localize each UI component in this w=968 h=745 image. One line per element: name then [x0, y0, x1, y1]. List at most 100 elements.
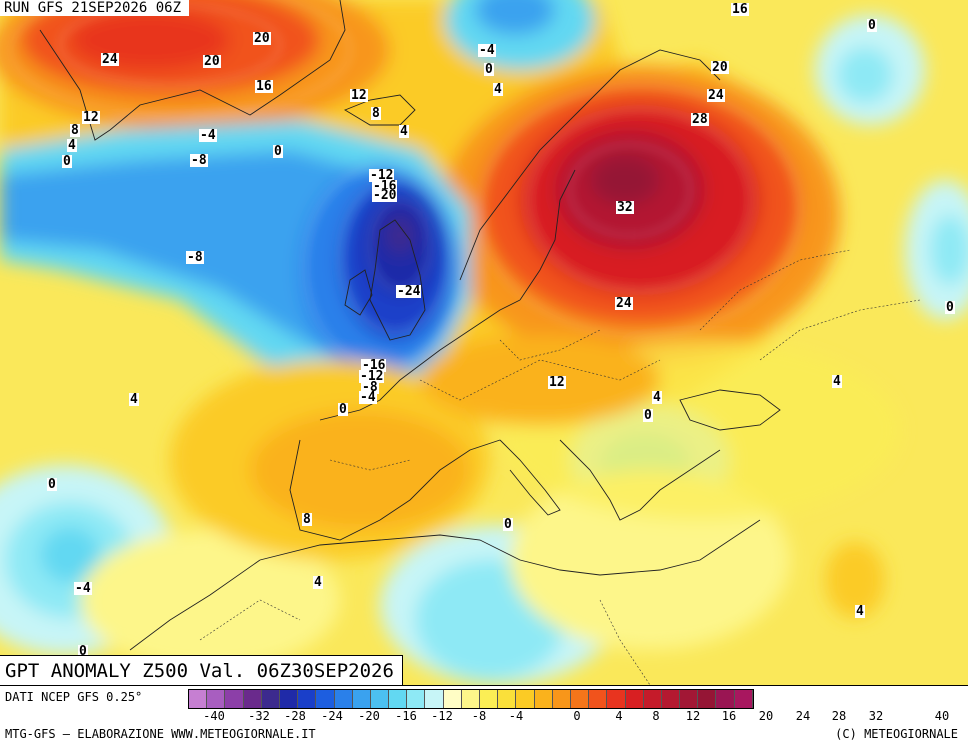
label-4-atlantic: 4 — [129, 392, 139, 407]
colorbar-tick-label: -32 — [248, 709, 270, 723]
colorbar-swatch — [370, 690, 390, 708]
label-24-barents: 24 — [707, 88, 725, 103]
label-4-morocco: 4 — [313, 575, 323, 590]
colorbar-tick-label: 4 — [615, 709, 623, 723]
label-4-balkans: 4 — [652, 390, 662, 405]
label-8-iberia: 8 — [302, 512, 312, 527]
colorbar-swatch — [298, 690, 317, 708]
label-minus12-low-n: -12 — [369, 168, 395, 183]
colorbar-swatch — [352, 690, 371, 708]
label-0-bottom-left: 0 — [78, 644, 88, 659]
colorbar-swatch — [716, 690, 735, 708]
legend-panel: DATI NCEP GFS 0.25° -4 0 -32 -28 -24 -20 -16 -1… — [0, 685, 968, 745]
label-4-greenland: 4 — [67, 138, 77, 153]
anomaly-field — [0, 0, 968, 685]
label-0-svalbard: 0 — [484, 62, 494, 77]
colorbar-ticks: -40 -32 -28 -24 -20 -16 -12 -8 -4 0 4 8 12 16 20 24 28 32… — [188, 709, 966, 723]
colorbar-swatch — [661, 690, 681, 708]
colorbar-tick-label: 28 — [831, 709, 847, 723]
colorbar-swatch — [680, 690, 699, 708]
label-32-russia: 32 — [616, 200, 634, 215]
colorbar-swatch — [589, 690, 608, 708]
colorbar-tick-label: -20 — [358, 709, 380, 723]
label-minus4-iceland: -4 — [199, 128, 217, 143]
colorbar-swatch — [189, 690, 208, 708]
label-minus20-low-n: -20 — [372, 188, 398, 203]
label-0-iceland: 0 — [273, 144, 283, 159]
colorbar-tick-label: 20 — [758, 709, 774, 723]
colorbar-swatch — [443, 690, 462, 708]
label-20-greenland-b: 20 — [203, 54, 221, 69]
label-12-iceland: 12 — [350, 88, 368, 103]
colorbar-swatch — [643, 690, 662, 708]
label-minus16-low-s: -16 — [361, 358, 387, 373]
label-minus8-atlantic-n: -8 — [190, 153, 208, 168]
colorbar-tick-label: -24 — [321, 709, 343, 723]
run-title: RUN GFS 21SEP2026 06Z — [0, 0, 190, 16]
label-8-iceland: 8 — [371, 106, 381, 121]
colorbar — [188, 689, 754, 709]
label-28-russia: 28 — [691, 112, 709, 127]
credit-right: (C) METEOGIORNALE — [835, 727, 958, 741]
colorbar-tick-label: -28 — [284, 709, 306, 723]
label-16-arctic: 16 — [731, 2, 749, 17]
label-minus8-atlantic-w: -8 — [186, 250, 204, 265]
colorbar-swatch — [734, 690, 753, 708]
colorbar-swatch — [461, 690, 480, 708]
colorbar-tick-label: 8 — [652, 709, 660, 723]
label-20-greenland-a: 20 — [253, 31, 271, 46]
colorbar-tick-label: -4 — [508, 709, 524, 723]
label-0-east-edge: 0 — [945, 300, 955, 315]
label-0-biscay: 0 — [338, 402, 348, 417]
colorbar-swatch — [407, 690, 426, 708]
colorbar-swatch — [279, 690, 299, 708]
label-4-egypt: 4 — [855, 604, 865, 619]
colorbar-tick-label: -16 — [395, 709, 417, 723]
label-minus4-azores: -4 — [74, 581, 92, 596]
colorbar-tick-label: 16 — [721, 709, 737, 723]
colorbar-swatch — [480, 690, 499, 708]
credit-left: MTG-GFS — ELABORAZIONE WWW.METEOGIORNALE… — [5, 727, 316, 741]
colorbar-swatch — [316, 690, 335, 708]
label-24-russia-s: 24 — [615, 296, 633, 311]
colorbar-swatch — [534, 690, 553, 708]
colorbar-swatch — [243, 690, 262, 708]
colorbar-swatch — [207, 690, 226, 708]
colorbar-swatch — [625, 690, 644, 708]
label-0-balkans: 0 — [643, 408, 653, 423]
colorbar-tick-label: 0 — [573, 709, 581, 723]
label-minus4-svalbard: -4 — [478, 43, 496, 58]
colorbar-tick-label: -12 — [431, 709, 453, 723]
label-4-norway-sea: 4 — [399, 124, 409, 139]
label-0-tunisia: 0 — [503, 517, 513, 532]
colorbar-swatch — [698, 690, 717, 708]
label-0-azores-n: 0 — [47, 477, 57, 492]
label-minus24-low: -24 — [396, 284, 422, 299]
anomaly-title: GPT ANOMALY Z500 Val. 06Z30SEP2026 — [0, 655, 403, 686]
colorbar-tick-label: 24 — [795, 709, 811, 723]
colorbar-tick-label: 32 — [868, 709, 884, 723]
colorbar-swatch — [225, 690, 244, 708]
label-12-central-europe: 12 — [548, 375, 566, 390]
data-source-label: DATI NCEP GFS 0.25° — [5, 690, 143, 704]
label-0-ne: 0 — [867, 18, 877, 33]
borders — [199, 249, 921, 685]
colorbar-swatch — [607, 690, 626, 708]
colorbar-swatch — [425, 690, 444, 708]
label-4-black-sea: 4 — [832, 374, 842, 389]
colorbar-swatch — [334, 690, 353, 708]
label-16-greenland: 16 — [255, 79, 273, 94]
colorbar-tick-label: 12 — [685, 709, 701, 723]
colorbar-swatch — [498, 690, 517, 708]
colorbar-swatch — [570, 690, 590, 708]
colorbar-swatch — [389, 690, 408, 708]
anomaly-map: 24 20 20 16 12 8 4 0 -4 0 -8 -8 12 8 4 -4 0 4 16 0 20 24 28 32 2… — [0, 0, 968, 685]
colorbar-tick-label: 40 — [934, 709, 950, 723]
label-minus4-low-s: -4 — [359, 390, 377, 405]
label-12-greenland: 12 — [82, 110, 100, 125]
label-0-greenland: 0 — [62, 154, 72, 169]
label-minus12-low-s: -12 — [359, 369, 385, 384]
label-24-greenland: 24 — [101, 52, 119, 67]
label-minus8-low-s: -8 — [361, 380, 379, 395]
